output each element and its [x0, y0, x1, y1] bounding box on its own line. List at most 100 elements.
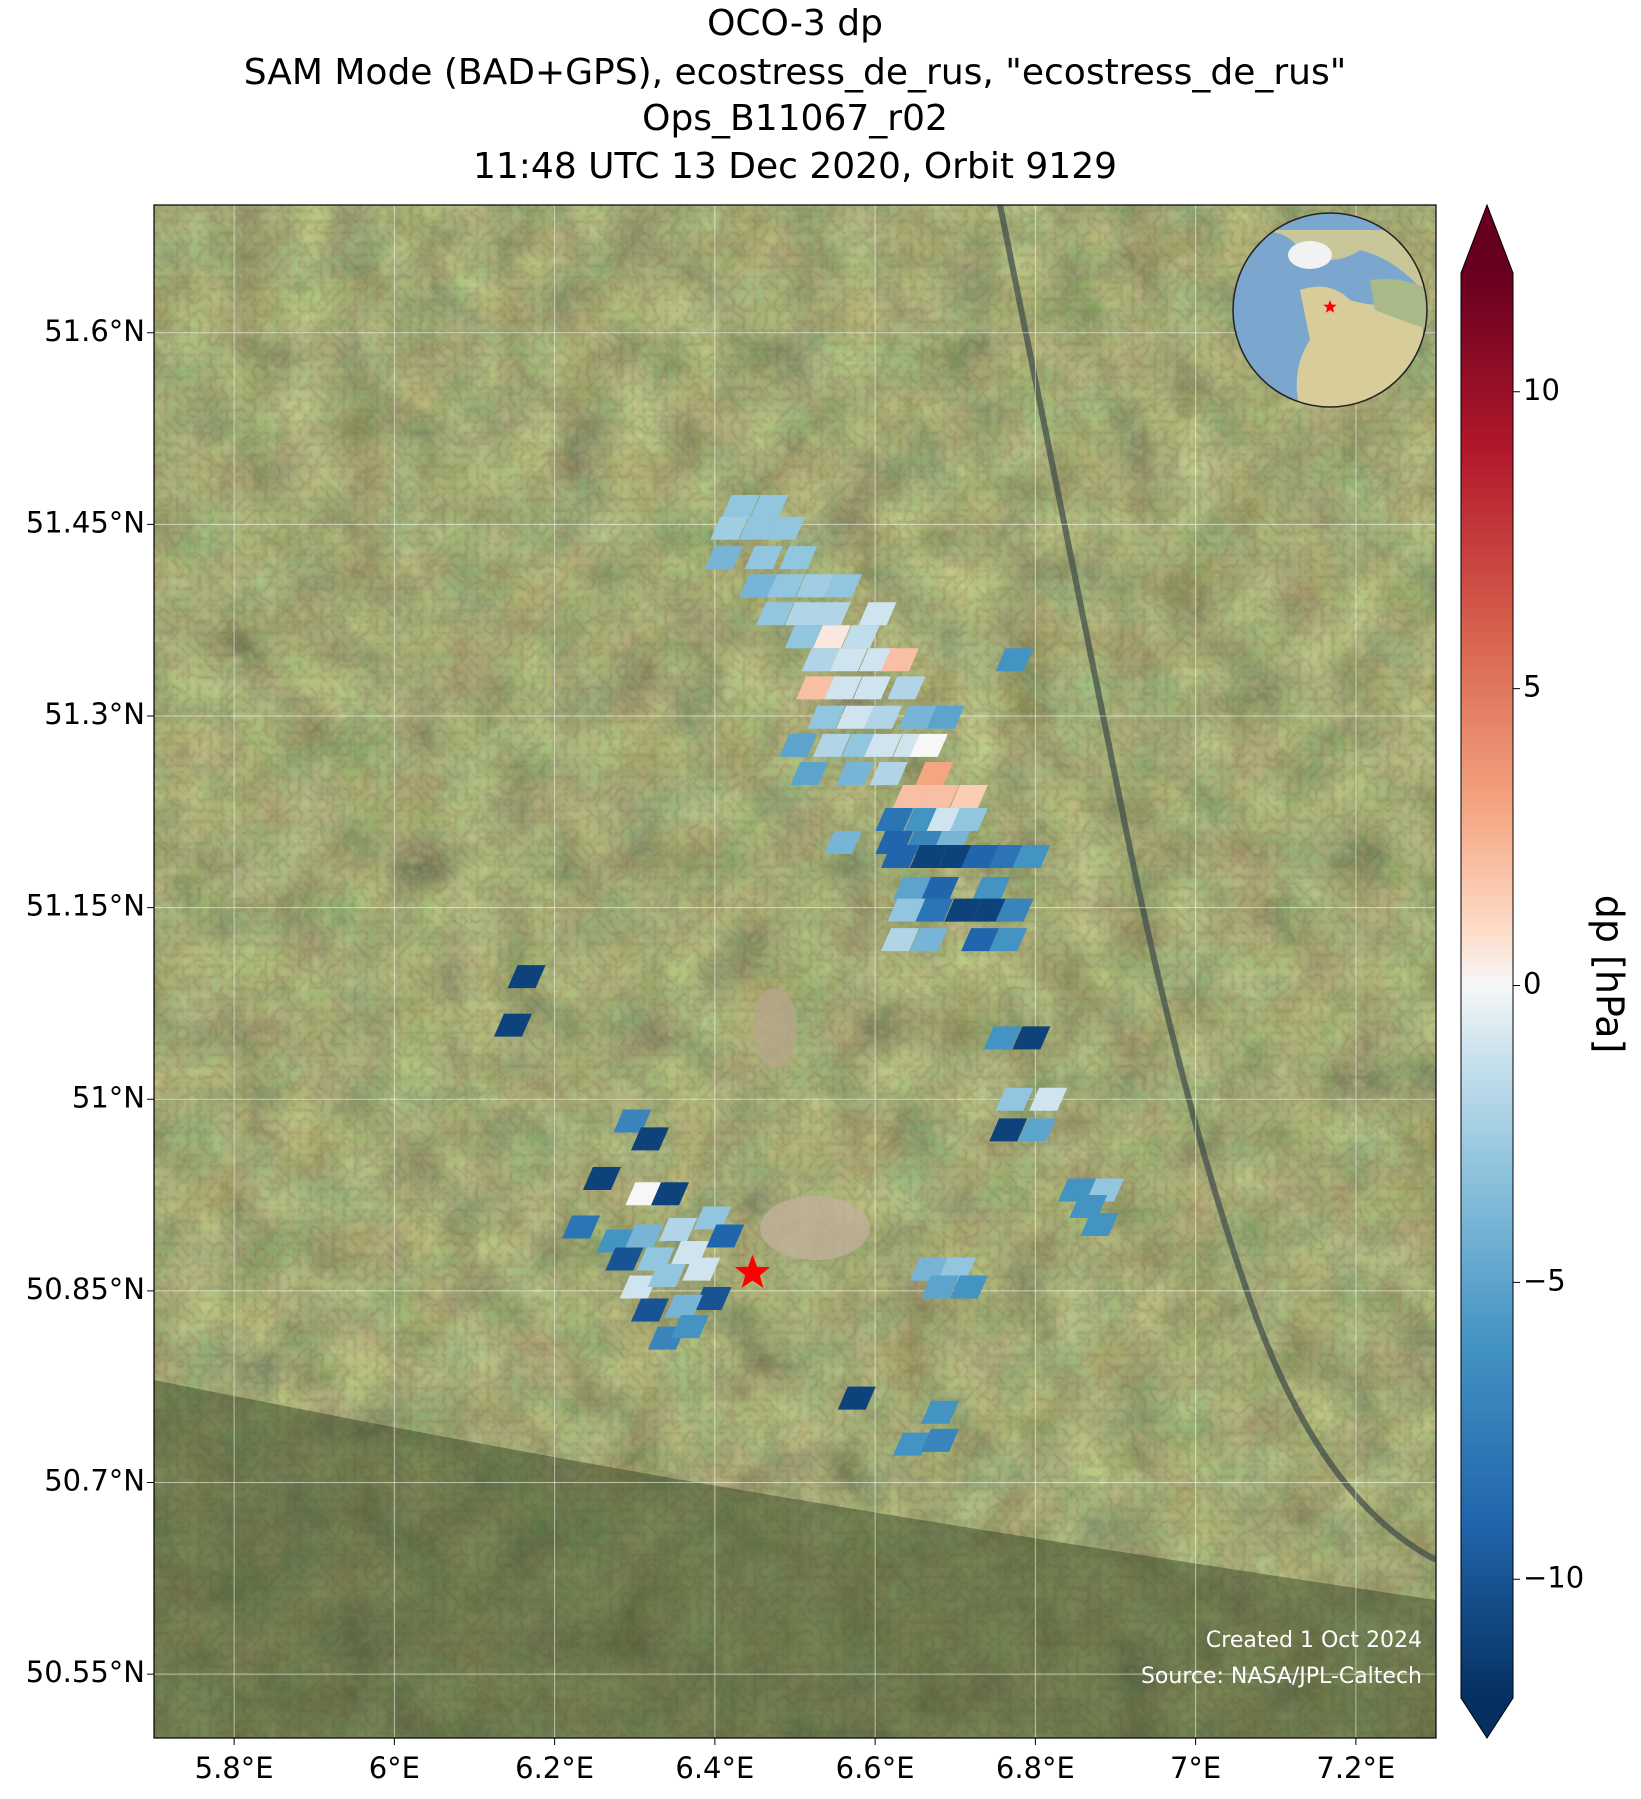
footprint — [892, 1432, 931, 1456]
footprint — [493, 1013, 532, 1037]
x-tick-label: 6°E — [369, 1751, 420, 1785]
footprint — [807, 705, 846, 729]
map-frame — [153, 204, 1437, 1739]
colorbar-tick-label: −5 — [1523, 1263, 1566, 1297]
x-tick-label: 6.8°E — [996, 1751, 1075, 1785]
footprint — [605, 1247, 644, 1271]
footprint — [671, 1315, 710, 1339]
footprint — [869, 761, 908, 785]
x-tick-label: 6.4°E — [675, 1751, 754, 1785]
colorbar-label: dp [hPa] — [1588, 895, 1632, 1054]
footprint — [693, 1287, 732, 1311]
credit-created: Created 1 Oct 2024 — [1206, 1628, 1422, 1653]
footprint — [784, 625, 823, 649]
footprint — [790, 761, 829, 785]
footprint — [921, 876, 960, 900]
footprint — [824, 574, 863, 598]
colorbar-tick-label: 5 — [1523, 670, 1541, 704]
footprint — [841, 625, 880, 649]
footprint — [926, 705, 965, 729]
credit-source: Source: NASA/JPL-Caltech — [1141, 1664, 1422, 1689]
footprint — [507, 965, 546, 989]
footprint — [710, 516, 749, 540]
basemap — [154, 205, 1436, 1738]
title-line: OCO-3 dp — [707, 3, 883, 44]
x-tick-label: 5.8°E — [195, 1751, 274, 1785]
footprint — [937, 1257, 976, 1281]
footprint — [659, 1218, 698, 1242]
footprint — [864, 733, 903, 757]
footprint — [915, 898, 954, 922]
footprint — [921, 1428, 960, 1452]
y-tick-label: 51.3°N — [44, 697, 145, 731]
footprint — [582, 1166, 621, 1190]
y-tick-label: 50.55°N — [26, 1655, 145, 1689]
footprint — [796, 574, 835, 598]
footprint — [949, 784, 988, 808]
footprint — [812, 602, 851, 626]
x-tick-label: 7.2°E — [1316, 1751, 1395, 1785]
footprint — [796, 676, 835, 700]
footprint — [739, 516, 778, 540]
footprint — [704, 546, 743, 570]
title-line: Ops_B11067_r02 — [642, 98, 948, 139]
x-tick-label: 6.2°E — [515, 1751, 594, 1785]
footprint — [647, 1264, 686, 1288]
footprint — [1069, 1195, 1108, 1219]
footprint — [721, 494, 760, 518]
footprint — [949, 807, 988, 831]
footprint — [693, 1206, 732, 1230]
footprint — [829, 648, 868, 672]
footprint — [1017, 1118, 1056, 1142]
footprint — [767, 574, 806, 598]
footprint — [921, 1275, 960, 1299]
colorbar-outline — [1460, 203, 1514, 1739]
footprint — [921, 784, 960, 808]
footprint — [767, 516, 806, 540]
footprint — [750, 494, 789, 518]
footprint — [619, 1275, 658, 1299]
target-star — [735, 1254, 771, 1288]
footprint — [909, 928, 948, 952]
footprint — [921, 1400, 960, 1424]
colorbar-tick-label: −10 — [1523, 1560, 1584, 1594]
footprint — [875, 807, 914, 831]
footprint — [664, 1294, 703, 1318]
footprint — [864, 705, 903, 729]
footprint — [1012, 1026, 1051, 1050]
footprint — [989, 928, 1028, 952]
footprint — [909, 1257, 948, 1281]
footprint — [887, 898, 926, 922]
footprint — [779, 733, 818, 757]
footprint — [824, 830, 863, 854]
x-tick-label: 7°E — [1170, 1751, 1221, 1785]
footprint — [852, 676, 891, 700]
footprint — [1012, 845, 1051, 869]
footprint — [880, 648, 919, 672]
footprint — [812, 625, 851, 649]
footprint — [944, 898, 983, 922]
footprint — [1080, 1212, 1119, 1236]
footprint — [562, 1215, 601, 1239]
footprint — [837, 1386, 876, 1410]
x-tick-label: 6.6°E — [836, 1751, 915, 1785]
y-tick-label: 51.45°N — [26, 505, 145, 539]
y-tick-label: 51.15°N — [26, 889, 145, 923]
y-tick-label: 50.7°N — [44, 1464, 145, 1498]
footprint — [892, 784, 931, 808]
footprint — [824, 676, 863, 700]
footprint — [880, 845, 919, 869]
title-line: SAM Mode (BAD+GPS), ecostress_de_rus, "e… — [244, 52, 1347, 93]
title-line: 11:48 UTC 13 Dec 2020, Orbit 9129 — [473, 146, 1117, 187]
footprint — [961, 845, 1000, 869]
footprint — [682, 1257, 721, 1281]
footprint — [784, 602, 823, 626]
footprint — [961, 928, 1000, 952]
footprint — [972, 876, 1011, 900]
footprint — [630, 1298, 669, 1322]
footprint — [898, 705, 937, 729]
footprint — [1029, 1087, 1068, 1111]
footprints — [493, 494, 1125, 1456]
footprint — [596, 1229, 635, 1253]
